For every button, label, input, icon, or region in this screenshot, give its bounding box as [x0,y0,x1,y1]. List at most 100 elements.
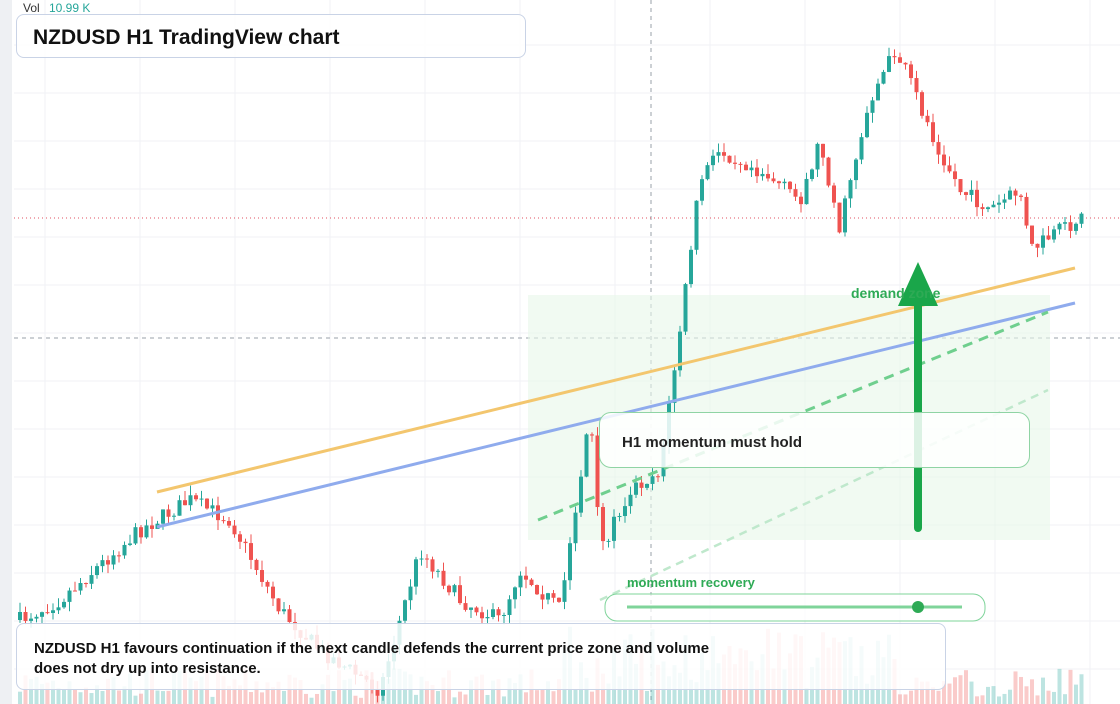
candle-body [282,609,286,612]
candle-body [199,498,204,500]
volume-bar [925,681,930,704]
candle-body [524,575,528,580]
volume-bar [1079,674,1084,704]
candle-body [414,559,418,587]
volume-bar [265,682,270,704]
volume-bar [40,683,44,704]
volume-bar [975,696,979,704]
volume-bar [117,690,121,704]
candle-body [458,585,462,604]
volume-bar [227,685,231,704]
candle-body [1008,190,1012,200]
volume-bar [331,691,336,704]
vol-value: 10.99 K [49,1,90,15]
candle-body [744,164,748,171]
candle-body [914,78,919,93]
candle-body [1079,213,1084,224]
volume-bar [617,676,622,704]
volume-bar [463,694,468,704]
candle-body [205,498,209,509]
candle-body [172,515,176,517]
candle-body [557,597,561,602]
volume-bar [584,677,589,704]
candle-body [177,500,182,516]
candle-body [837,202,842,233]
candle-body [1063,222,1067,224]
volume-bar [386,679,391,704]
candle-body [579,476,583,513]
volume-bar [854,676,858,704]
title-box: NZDUSD H1 TradingView chart [16,14,526,58]
volume-bar [969,681,974,704]
candle-body [925,115,930,123]
volume-bar [276,681,281,704]
candle-body [942,154,946,166]
candle-body [562,580,567,602]
candle-body [568,543,572,581]
volume-bar [282,690,286,704]
volume-bar [474,676,479,704]
volume-bar [557,679,561,704]
candle-body [183,500,187,506]
candle-body [447,585,451,593]
candle-body [1024,196,1029,226]
volume-bar [513,682,517,704]
candle-body [700,179,704,201]
volume-bar [524,692,528,704]
volume-bar [100,691,105,704]
candle-body [634,482,638,495]
volume-bar [953,677,957,704]
candle-body [469,607,473,610]
volume-bar [1063,694,1067,704]
candle-body [986,207,990,210]
volume-bar [62,689,66,704]
volume-bar [436,691,440,704]
candle-body [931,122,935,143]
candle-body [656,476,660,478]
volume-bar [931,687,935,704]
volume-bar [1046,690,1051,704]
volume-bar [89,693,94,704]
candle-body [1035,243,1040,248]
volume-bar [161,691,165,704]
volume-bar [45,682,50,704]
candle-body [265,581,270,587]
candle-body [865,112,869,138]
volume-bar [73,689,77,704]
candle-body [100,560,105,567]
candle-body [232,525,237,535]
volume-bar [865,683,869,704]
volume-bar [348,678,352,704]
candle-body [111,555,116,565]
candle-body [436,570,440,572]
candle-body [117,555,121,557]
candle-body [210,505,215,509]
candle-body [166,509,171,517]
candle-body [425,558,429,560]
candle-body [612,516,616,541]
candle-body [260,570,264,582]
volume-bar [199,676,204,704]
volume-bar [414,694,418,704]
candle-body [733,162,737,164]
candle-body [738,163,743,165]
candle-body [51,610,55,614]
candle-body [848,180,853,199]
candle-body [683,284,688,332]
volume-bar [95,685,99,704]
volume-bar [689,679,693,704]
volume-bar [694,682,699,704]
volume-bar [353,695,358,704]
candle-body [947,165,952,172]
candle-body [650,476,655,484]
candle-body [964,192,968,195]
volume-bar [51,680,55,704]
candle-body [84,583,88,585]
volume-bar [458,691,462,704]
volume-bar [254,681,259,704]
candle-body [645,483,649,488]
candle-body [892,56,897,58]
candle-body [502,615,506,617]
candle-body [628,494,633,507]
